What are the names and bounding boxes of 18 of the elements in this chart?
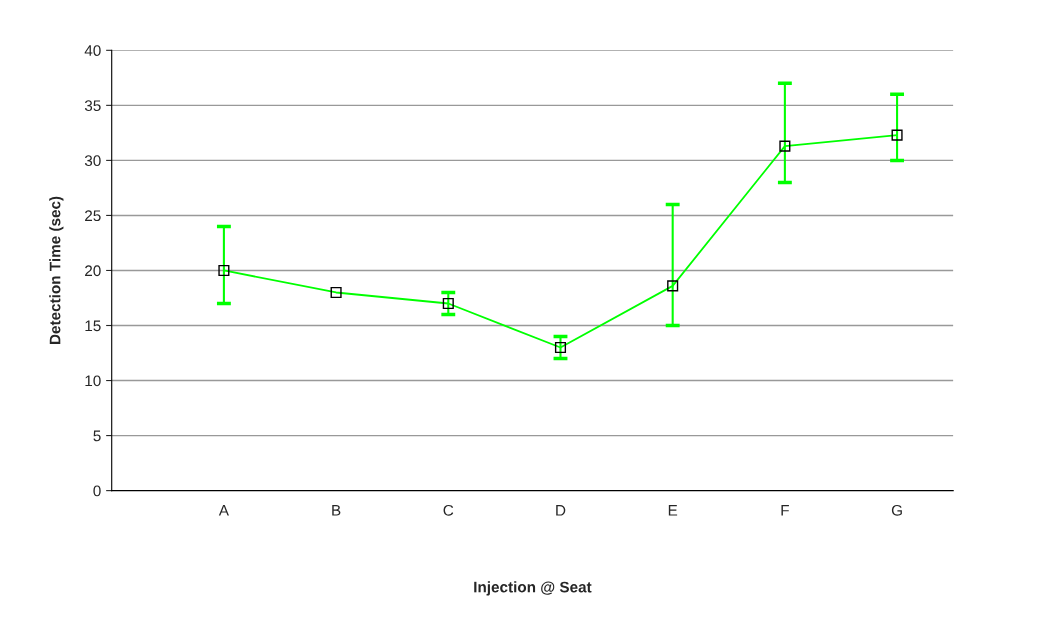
x-tick-label: E bbox=[668, 505, 678, 516]
y-tick-label: 0 bbox=[93, 485, 101, 497]
y-tick-label: 25 bbox=[85, 210, 101, 222]
y-tick-label: 35 bbox=[84, 100, 101, 112]
y-tick-label: 40 bbox=[84, 45, 101, 57]
x-tick-label: C bbox=[443, 504, 454, 516]
x-tick-label: A bbox=[218, 505, 229, 516]
y-tick-label: 15 bbox=[85, 320, 101, 332]
x-tick-label: B bbox=[332, 505, 341, 516]
x-tick-label: G bbox=[891, 504, 902, 516]
x-axis-title: Injection @ Seat bbox=[474, 581, 592, 596]
y-tick-label: 5 bbox=[93, 430, 101, 442]
y-tick-label: 20 bbox=[85, 265, 101, 277]
y-tick-label: 10 bbox=[85, 375, 101, 387]
x-tick-label: D bbox=[556, 505, 566, 516]
y-tick-label: 30 bbox=[84, 155, 101, 167]
y-axis-title: Detection Time (sec) bbox=[49, 196, 64, 345]
x-tick-label: F bbox=[781, 505, 789, 516]
